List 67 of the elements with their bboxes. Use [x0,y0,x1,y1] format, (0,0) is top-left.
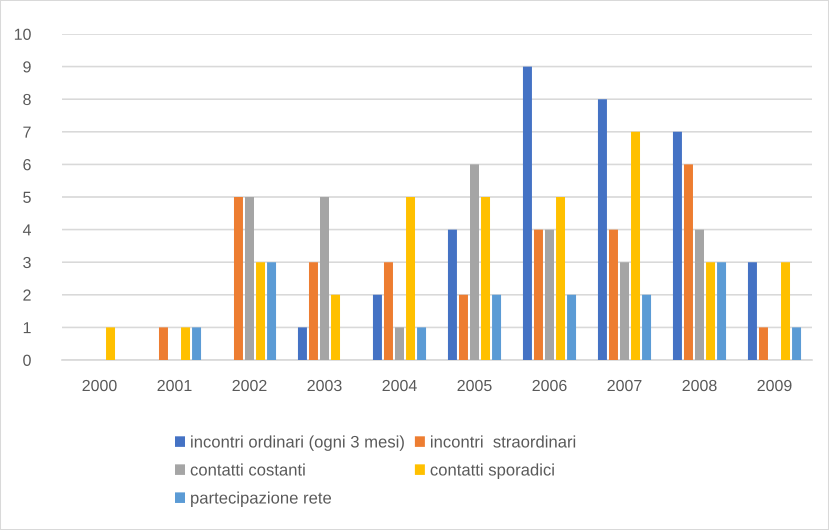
bar [106,327,116,360]
y-tick-label: 8 [23,94,31,106]
bar [695,230,704,360]
bar [567,294,576,360]
y-tick-label: 0 [23,354,31,366]
bar [256,262,266,360]
bar [298,327,307,360]
bar [181,327,190,360]
legend-label: contatti costanti [190,463,305,476]
bar [642,294,652,360]
y-tick-label: 10 [14,28,31,40]
legend-label: contatti sporadici [430,463,554,479]
bar [556,197,566,360]
x-tick-label: 2004 [382,380,417,392]
y-tick-label: 1 [24,322,31,334]
bar [448,230,457,360]
x-tick-label: 2001 [158,380,192,392]
x-tick-label: 2006 [532,380,567,392]
bar [598,99,607,360]
bar [781,262,790,360]
bar [384,262,393,360]
x-tick-label: 2005 [458,380,492,392]
bar [267,262,276,360]
x-tick-label: 2000 [82,380,117,392]
legend-label: incontri ordinari (ogni 3 mesi) [191,435,404,451]
bar [372,294,382,360]
bar [534,230,543,360]
x-tick-label: 2009 [758,380,792,392]
bar [417,327,426,360]
x-tick-label: 2008 [682,380,717,392]
bar [684,164,693,360]
bar [717,262,726,360]
y-tick-label: 2 [23,289,31,301]
x-tick-label: 2003 [308,380,342,392]
legend-label: incontri straordinari [431,435,576,448]
y-tick-label: 9 [23,61,31,73]
x-tick-label: 2002 [232,380,266,392]
y-tick-label: 7 [23,126,31,138]
bar [406,197,416,360]
bar [522,66,532,360]
bar [331,294,340,360]
legend-label: partecipazione rete [191,491,332,507]
y-tick-label: 4 [22,224,31,236]
y-tick-label: 6 [23,159,31,170]
bar [192,327,202,360]
bar [608,230,618,360]
bar [470,164,479,360]
bar [748,262,757,360]
bar [158,327,168,360]
bar [458,294,468,360]
bar [706,262,716,360]
bar [492,294,502,360]
bar [620,262,629,360]
bar [234,197,243,360]
bar [672,132,682,360]
bar [395,327,404,360]
bar [545,230,554,360]
y-tick-label: 3 [23,256,31,268]
y-tick-label: 5 [23,192,31,203]
bar [245,197,254,360]
bar [792,327,802,360]
bar [631,132,640,360]
bar [758,327,768,360]
bar [308,262,318,360]
bar [320,197,329,360]
x-tick-label: 2007 [608,380,642,392]
bar [481,197,490,360]
